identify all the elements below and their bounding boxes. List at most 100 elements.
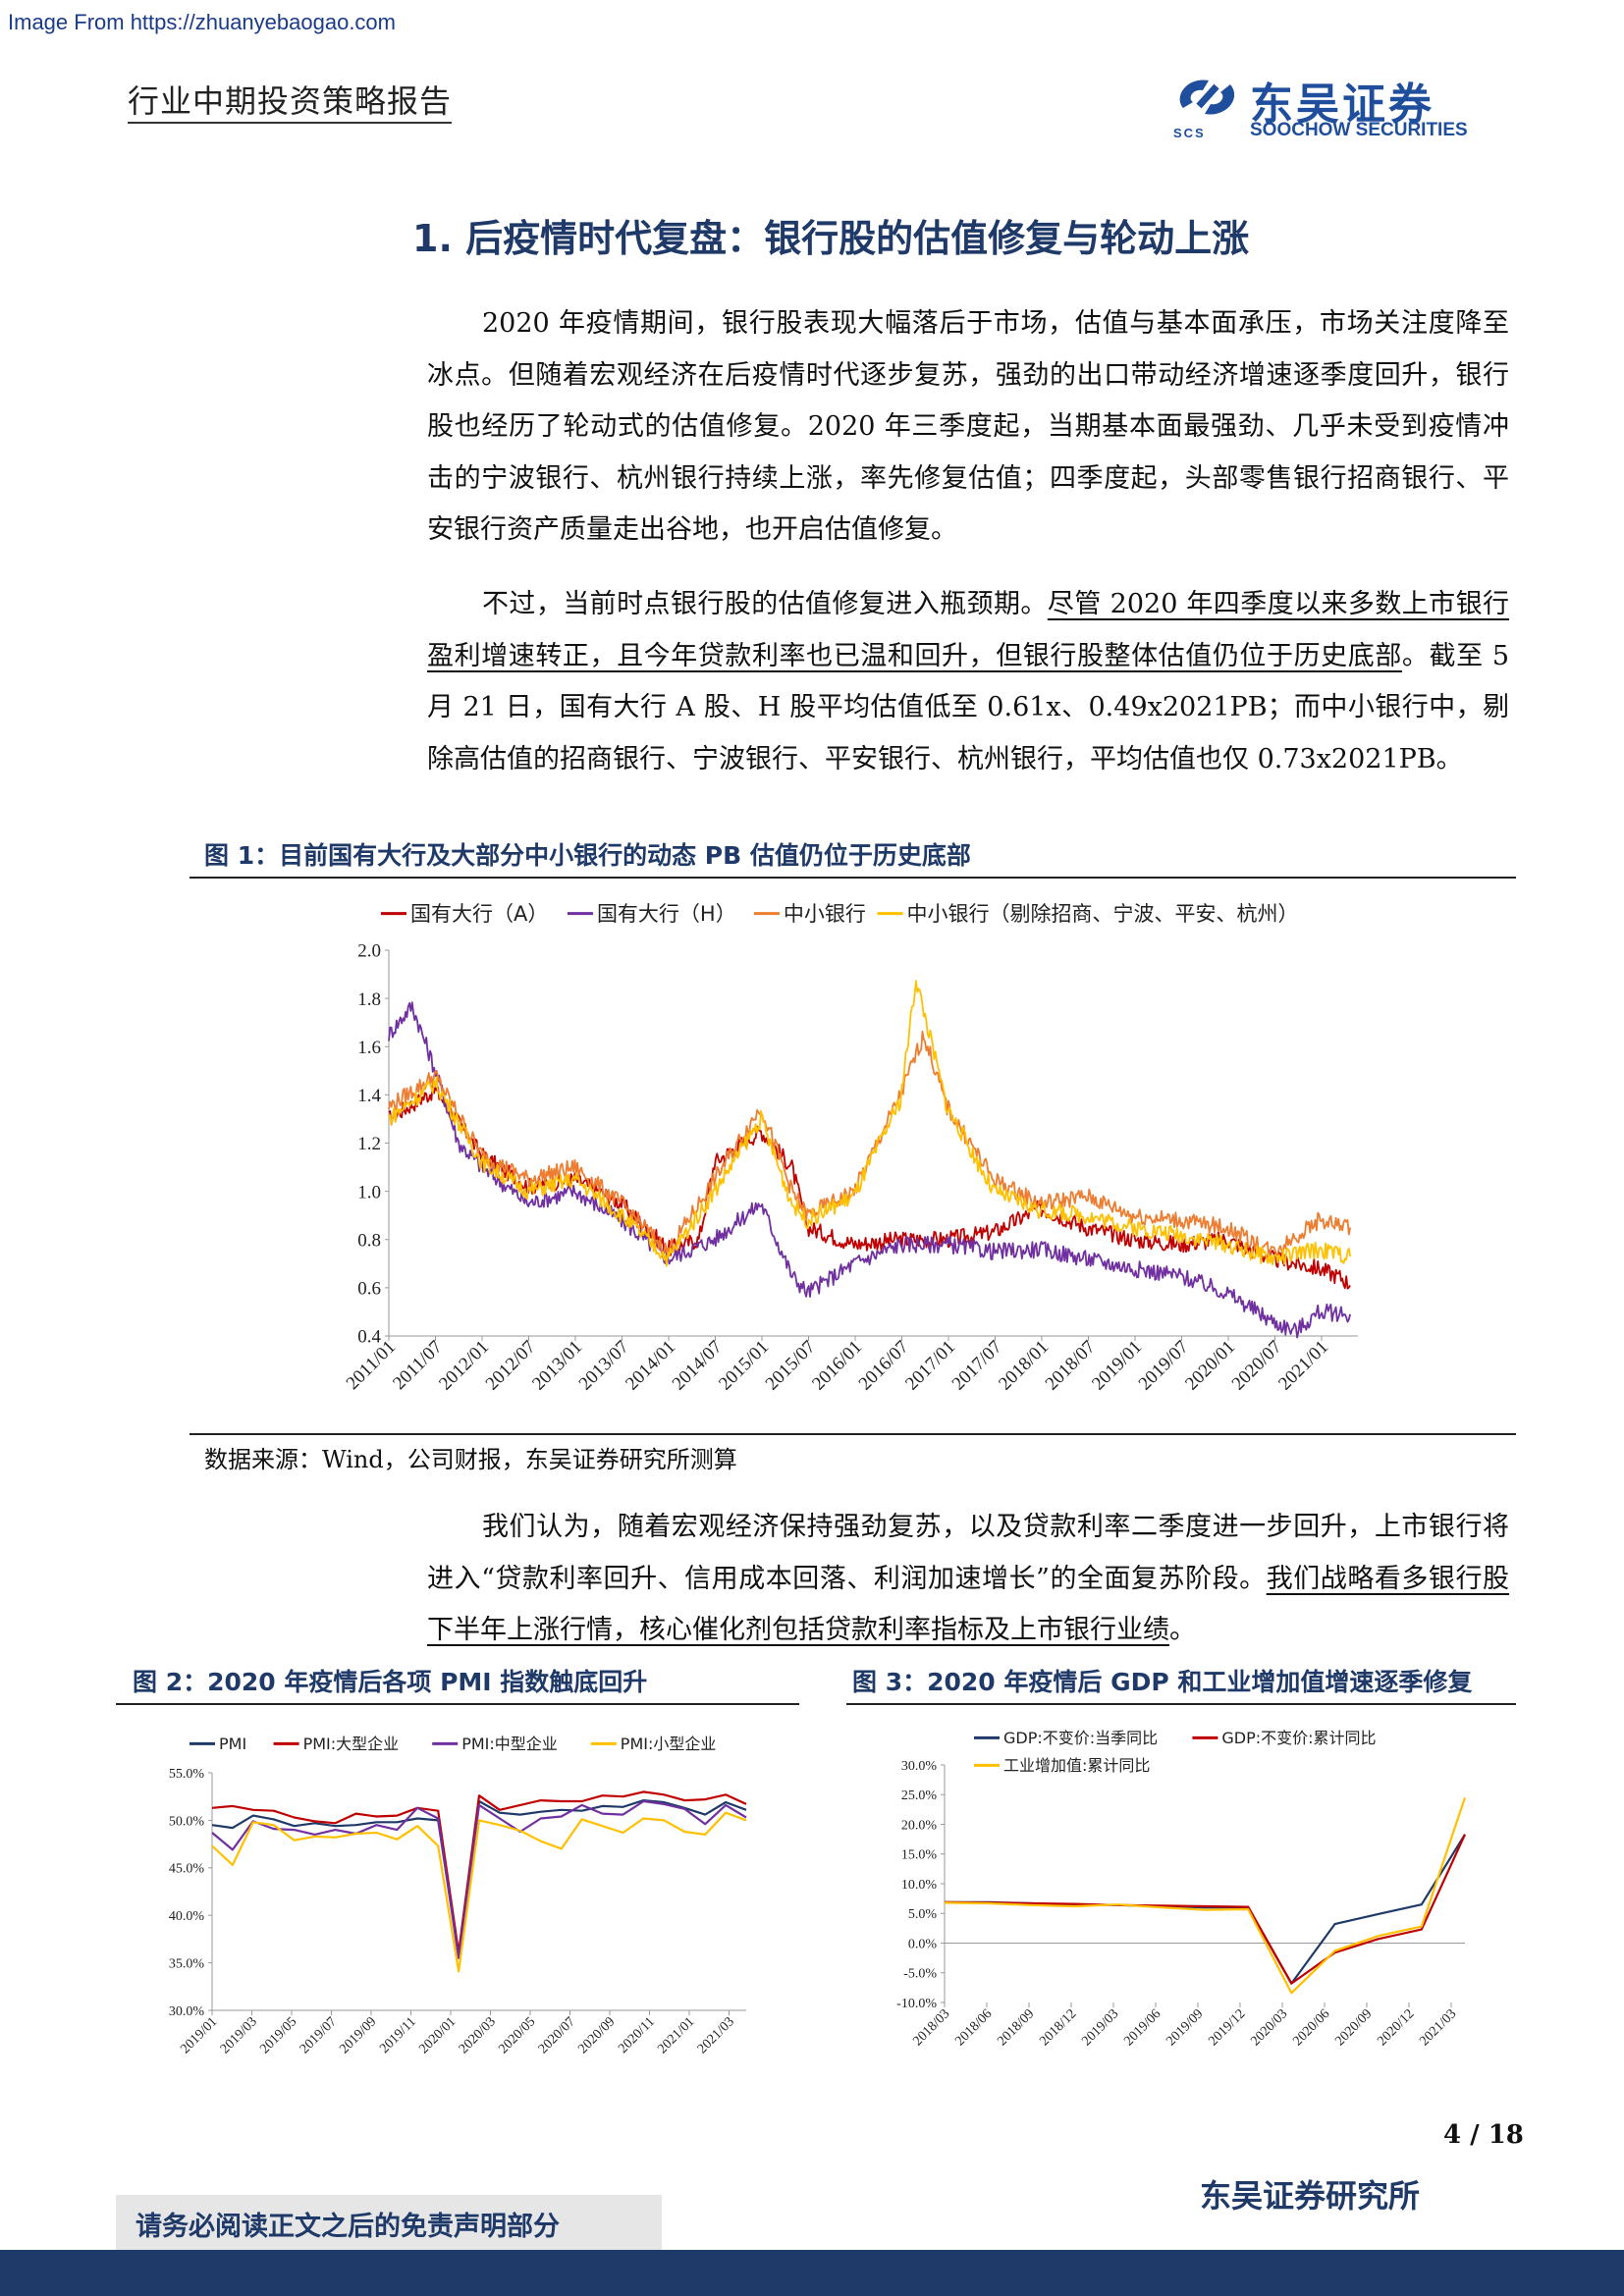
- x-tick-label: 2021/03: [1417, 2006, 1459, 2049]
- y-tick-label: 5.0%: [908, 1907, 938, 1922]
- x-tick-label: 2017/07: [948, 1337, 1006, 1395]
- legend-label: GDP:不变价:累计同比: [1221, 1729, 1376, 1747]
- x-tick-label: 2019/05: [257, 2014, 299, 2056]
- logo-abbr: SCS: [1173, 126, 1206, 140]
- y-tick-label: -10.0%: [896, 1997, 937, 2011]
- x-tick-label: 2020/07: [536, 2014, 578, 2056]
- y-tick-label: 1.4: [357, 1086, 381, 1106]
- x-tick-label: 2014/01: [622, 1337, 679, 1395]
- series-line: [388, 980, 1351, 1267]
- x-tick-label: 2019/01: [178, 2014, 220, 2056]
- y-tick-label: 55.0%: [169, 1767, 205, 1782]
- legend-label: 中小银行（剔除招商、宁波、平安、杭州）: [907, 902, 1299, 926]
- x-tick-label: 2015/07: [762, 1337, 820, 1395]
- x-tick-label: 2011/07: [389, 1337, 446, 1394]
- paragraph-2-lead: 不过，当前时点银行股的估值修复进入瓶颈期。: [482, 589, 1048, 619]
- x-tick-label: 2017/01: [901, 1337, 959, 1395]
- x-tick-label: 2020/11: [616, 2014, 658, 2056]
- y-tick-label: 20.0%: [901, 1818, 938, 1833]
- watermark: Image From https://zhuanyebaogao.com: [8, 10, 396, 34]
- x-tick-label: 2015/01: [715, 1337, 773, 1395]
- legend-label: PMI:中型企业: [461, 1735, 558, 1753]
- x-tick-label: 2013/01: [528, 1337, 586, 1395]
- footer-bar: [0, 2250, 1624, 2296]
- x-tick-label: 2019/01: [1088, 1337, 1146, 1395]
- legend-label: PMI:小型企业: [621, 1735, 717, 1753]
- series-line: [211, 1799, 747, 1959]
- x-tick-label: 2018/12: [1037, 2006, 1079, 2049]
- y-tick-label: 10.0%: [901, 1878, 938, 1893]
- paragraph-2-tail: 。截至 5 月 21 日，国有大行 A 股、H 股平均估值低至 0.61x、0.…: [427, 640, 1510, 774]
- legend-label: 中小银行: [784, 902, 866, 926]
- legend-label: PMI:大型企业: [303, 1735, 400, 1753]
- y-tick-label: 1.2: [357, 1134, 381, 1154]
- x-tick-label: 2020/07: [1228, 1337, 1286, 1395]
- x-tick-label: 2020/03: [457, 2014, 499, 2056]
- x-tick-label: 2019/12: [1206, 2006, 1248, 2049]
- y-tick-label: 0.4: [357, 1327, 381, 1348]
- logo-chinese-name: 东吴证券: [1250, 80, 1435, 130]
- figure-1-title: 图 1：目前国有大行及大部分中小银行的动态 PB 估值仍位于历史底部: [204, 841, 971, 870]
- series-line: [944, 1796, 1467, 1995]
- y-tick-label: 30.0%: [901, 1759, 938, 1774]
- x-tick-label: 2019/03: [218, 2014, 260, 2056]
- x-tick-label: 2018/09: [995, 2006, 1037, 2049]
- legend-label: 国有大行（H）: [597, 902, 736, 926]
- paragraph-1: 2020 年疫情期间，银行股表现大幅落后于市场，估值与基本面承压，市场关注度降至…: [427, 298, 1509, 557]
- figure-2-rule: [116, 1703, 799, 1705]
- paragraph-3-highlight: 我们战略看多银行股下半年上涨行情，核心催化剂包括贷款利率指标及上市银行业绩: [427, 1563, 1509, 1646]
- x-tick-label: 2018/07: [1042, 1337, 1100, 1395]
- legend-label: 工业增加值:累计同比: [1003, 1756, 1150, 1775]
- series-line: [388, 1030, 1351, 1257]
- x-tick-label: 2019/07: [298, 2014, 340, 2056]
- figure-1-top-rule: [189, 877, 1516, 879]
- x-tick-label: 2019/09: [1164, 2006, 1206, 2049]
- figure-2-title: 图 2：2020 年疫情后各项 PMI 指数触底回升: [133, 1668, 648, 1696]
- x-tick-label: 2020/09: [575, 2014, 618, 2056]
- y-tick-label: 0.8: [357, 1230, 381, 1251]
- section-title: 1. 后疫情时代复盘：银行股的估值修复与轮动上涨: [412, 217, 1250, 260]
- x-tick-label: 2019/06: [1121, 2006, 1164, 2049]
- paragraph-3-lead: 我们认为，随着宏观经济保持强劲复苏，以及贷款利率二季度进一步回升，上市银行将进入…: [427, 1512, 1509, 1594]
- legend-label: PMI: [219, 1735, 246, 1753]
- x-tick-label: 2020/05: [496, 2014, 538, 2056]
- x-tick-label: 2020/06: [1290, 2006, 1332, 2049]
- paragraph-2-highlight: 尽管 2020 年四季度以来多数上市银行盈利增速转正，且今年贷款利率也已温和回升…: [427, 589, 1510, 671]
- y-tick-label: 40.0%: [169, 1909, 205, 1924]
- header-underline: [128, 122, 452, 124]
- x-tick-label: 2021/01: [1274, 1337, 1332, 1395]
- y-tick-label: 0.6: [357, 1279, 381, 1300]
- y-tick-label: 1.0: [357, 1182, 381, 1202]
- paragraph-3: 我们认为，随着宏观经济保持强劲复苏，以及贷款利率二季度进一步回升，上市银行将进入…: [427, 1502, 1509, 1657]
- figure-1-bottom-rule: [189, 1433, 1516, 1435]
- y-tick-label: 2.0: [357, 941, 381, 962]
- x-tick-label: 2020/09: [1332, 2006, 1375, 2049]
- x-tick-label: 2020/01: [1181, 1337, 1239, 1395]
- y-tick-label: 1.6: [357, 1038, 381, 1058]
- y-tick-label: 25.0%: [901, 1789, 938, 1803]
- legend-label: 国有大行（A）: [410, 902, 548, 926]
- x-tick-label: 2016/01: [808, 1337, 866, 1395]
- x-tick-label: 2019/07: [1135, 1337, 1193, 1395]
- y-tick-label: 45.0%: [169, 1862, 205, 1877]
- legend-label: GDP:不变价:当季同比: [1003, 1729, 1158, 1747]
- report-type-title: 行业中期投资策略报告: [128, 82, 453, 120]
- disclaimer-text: 请务必阅读正文之后的免责声明部分: [135, 2212, 560, 2242]
- paragraph-2: 不过，当前时点银行股的估值修复进入瓶颈期。尽管 2020 年四季度以来多数上市银…: [427, 579, 1509, 785]
- series-line: [944, 1834, 1467, 1985]
- figure-2-chart: PMI PMI:大型企业 PMI:中型企业 PMI:小型企业 55.0% 50.0% 45…: [169, 1735, 747, 2056]
- paragraph-3-tail: 。: [1169, 1615, 1196, 1645]
- x-tick-label: 2020/03: [1248, 2006, 1290, 2049]
- page-number: 4 / 18: [1443, 2120, 1524, 2150]
- y-tick-label: 50.0%: [169, 1814, 205, 1829]
- x-tick-label: 2016/07: [855, 1337, 913, 1395]
- x-tick-label: 2018/06: [952, 2006, 995, 2049]
- footer-institute: 东吴证券研究所: [1200, 2177, 1421, 2215]
- series-line: [211, 1790, 747, 1954]
- x-tick-label: 2020/01: [416, 2014, 459, 2056]
- x-tick-label: 2021/03: [695, 2014, 737, 2056]
- x-tick-label: 2018/03: [910, 2006, 952, 2049]
- x-tick-label: 2018/01: [995, 1337, 1053, 1395]
- x-tick-label: 2019/11: [377, 2014, 419, 2056]
